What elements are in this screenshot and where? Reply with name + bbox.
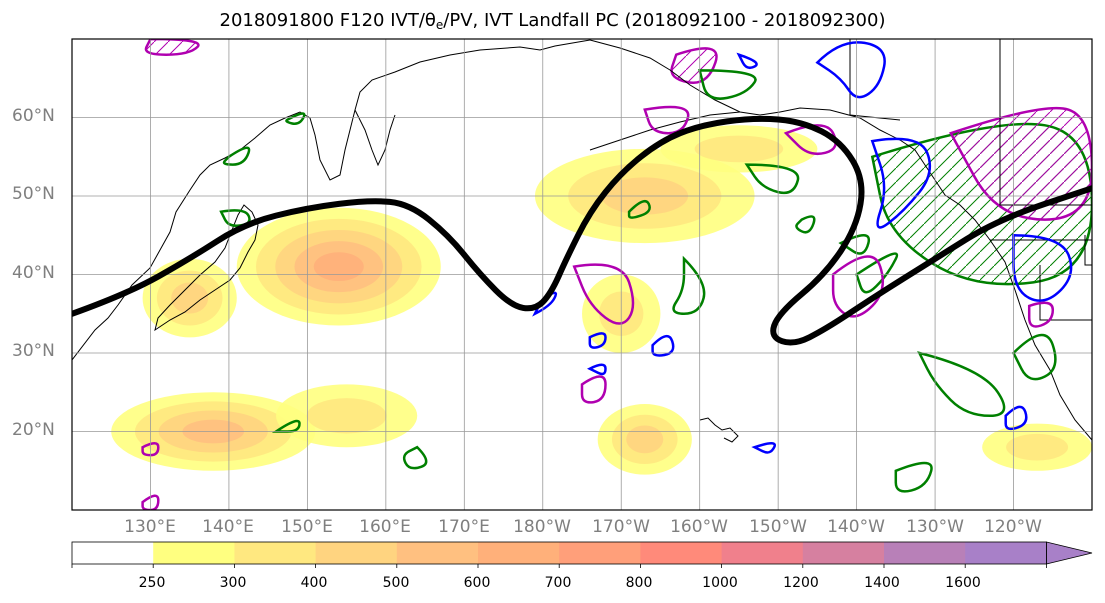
lon-label-130w: 130°W (906, 517, 964, 537)
magenta-contour-7 (1027, 301, 1055, 328)
ivt-region-1-level-400 (171, 282, 209, 314)
blue-contour-7 (1004, 405, 1028, 431)
colorbar-label-400: 400 (300, 575, 328, 591)
coastline-aleutians (589, 111, 741, 151)
coastline-hawaii (699, 417, 739, 443)
hatch-layer (144, 39, 1092, 286)
colorbar-label-1000: 1000 (702, 575, 738, 591)
lon-label-180w: 180°W (513, 517, 571, 537)
graticule (72, 39, 1092, 510)
green-contour-0 (285, 112, 306, 125)
blue-contour-1 (870, 137, 932, 229)
colorbar-segment-8 (721, 542, 804, 564)
lat-label-30: 30°N (12, 341, 55, 361)
coastline-alaska (589, 39, 1092, 441)
colorbar-label-800: 800 (625, 575, 653, 591)
green-contour-5 (855, 252, 899, 294)
green-contour-1 (222, 146, 251, 166)
lon-label-160w: 160°W (670, 517, 728, 537)
border-states (1039, 235, 1092, 321)
colorbar-label-1400: 1400 (864, 575, 900, 591)
title-prefix: 2018091800 F120 IVT/θ (219, 10, 436, 31)
colorbar-segment-4 (396, 542, 479, 564)
green-contour-7 (894, 461, 933, 493)
hatch-region-2 (144, 39, 200, 56)
colorbar-label-700: 700 (544, 575, 572, 591)
lon-label-160e: 160°E (359, 517, 411, 537)
lon-label-140e: 140°E (202, 517, 254, 537)
colorbar-segment-10 (884, 542, 966, 564)
ivt-region-0-level-600 (313, 252, 364, 282)
lon-label-140w: 140°W (827, 517, 885, 537)
colorbar-extend-arrow (1046, 541, 1093, 565)
lat-label-60: 60°N (12, 106, 55, 126)
ivt-region-7-level-400 (626, 425, 664, 454)
colorbar-segment-6 (559, 542, 641, 564)
green-contour-4 (744, 163, 800, 195)
title-subscript: e (435, 18, 444, 32)
magenta-contour-2 (141, 442, 160, 457)
green-contour-10 (627, 200, 651, 219)
ivt-region-5-level-300 (694, 135, 784, 163)
colorbar-segment-3 (315, 542, 398, 564)
chart-title: 2018091800 F120 IVT/θe/PV, IVT Landfall … (0, 10, 1105, 32)
landfall-pc-line (72, 115, 1092, 346)
colorbar-label-250: 250 (138, 575, 166, 591)
lon-label-120w: 120°W (984, 517, 1042, 537)
blue-contour-6 (651, 334, 675, 357)
colorbar-label-300: 300 (219, 575, 247, 591)
landfall-pc-layer (72, 115, 1092, 346)
map-frame (71, 38, 1093, 511)
magenta-contour-1 (580, 375, 607, 404)
magenta-contour-0 (572, 263, 635, 325)
colorbar-label-600: 600 (463, 575, 491, 591)
blue-contour-9 (586, 363, 607, 376)
colorbar-segment-2 (234, 542, 317, 564)
ivt-region-3-level-300 (306, 398, 387, 434)
colorbar-segment-7 (640, 542, 723, 564)
lon-label-170e: 170°E (438, 517, 490, 537)
coastline-japan (154, 204, 259, 332)
lon-label-150e: 150°E (281, 517, 333, 537)
blue-contour-4 (736, 52, 758, 70)
lat-label-20: 20°N (12, 420, 55, 440)
magenta-contour-4 (831, 255, 884, 318)
colorbar-segment-5 (478, 542, 560, 564)
green-contour-6 (917, 351, 1006, 418)
lon-label-170w: 170°W (592, 517, 650, 537)
blue-contour-8 (751, 442, 776, 454)
lat-label-40: 40°N (12, 263, 55, 283)
lat-label-50: 50°N (12, 184, 55, 204)
blue-contour-3 (588, 332, 607, 349)
blue-contour-0 (815, 41, 886, 99)
green-contour-14 (1011, 333, 1057, 381)
magenta-contour-5 (783, 124, 837, 156)
colorbar (71, 541, 1093, 568)
colorbar-segment-1 (153, 542, 235, 564)
green-contour-3 (672, 255, 706, 316)
title-suffix: /PV, IVT Landfall PC (2018092100 - 20180… (443, 10, 886, 31)
ivt-region-8-level-300 (1006, 433, 1069, 461)
colorbar-label-500: 500 (382, 575, 410, 591)
border-canada-us (849, 39, 1092, 241)
green-contour-12 (698, 69, 757, 100)
lon-label-150w: 150°W (749, 517, 807, 537)
lon-label-130e: 130°E (124, 517, 176, 537)
colorbar-label-1200: 1200 (783, 575, 819, 591)
green-contour-11 (795, 215, 816, 234)
colorbar-segment-0 (72, 542, 154, 564)
colorbar-segment-11 (965, 542, 1047, 564)
green-contour-8 (402, 445, 428, 470)
coastline-kamchatka (354, 109, 396, 167)
magenta-contour-3 (141, 494, 160, 510)
colorbar-label-1600: 1600 (945, 575, 981, 591)
blue-contour-2 (1012, 234, 1073, 302)
colorbar-segment-9 (802, 542, 885, 564)
